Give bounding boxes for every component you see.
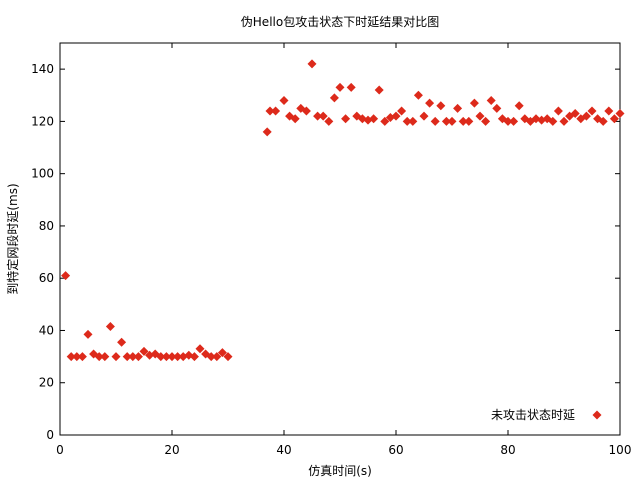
data-point [156, 352, 166, 362]
data-point [195, 344, 205, 354]
data-point [604, 106, 614, 116]
data-point [413, 90, 423, 100]
x-tick-label: 40 [276, 443, 291, 457]
data-point [397, 106, 407, 116]
data-point [111, 352, 121, 362]
data-point [117, 337, 127, 347]
y-axis: 0 20 40 60 80 100 120 140 [31, 62, 620, 442]
legend-label: 未攻击状态时延 [491, 408, 575, 422]
y-tick-label: 80 [39, 219, 54, 233]
data-point [509, 116, 519, 126]
data-point [402, 116, 412, 126]
x-tick-label: 0 [56, 443, 64, 457]
data-point [100, 352, 110, 362]
y-tick-label: 0 [46, 428, 54, 442]
plot-frame [59, 42, 621, 436]
x-axis: 0 20 40 60 80 100 [56, 43, 631, 457]
data-point [94, 352, 104, 362]
data-point [77, 352, 87, 362]
data-point [262, 127, 272, 137]
y-tick-label: 20 [39, 376, 54, 390]
data-point [313, 111, 323, 121]
data-point [587, 106, 597, 116]
y-tick-label: 120 [31, 114, 54, 128]
y-tick-label: 100 [31, 167, 54, 181]
data-point [128, 352, 138, 362]
data-point [458, 116, 468, 126]
data-point [391, 111, 401, 121]
data-point [133, 352, 143, 362]
x-tick-label: 20 [164, 443, 179, 457]
data-point [217, 348, 227, 358]
data-point [167, 352, 177, 362]
data-points [61, 59, 625, 362]
data-point [369, 114, 379, 124]
data-point [66, 352, 76, 362]
data-point [173, 352, 183, 362]
data-point [318, 111, 328, 121]
data-point [374, 85, 384, 95]
data-point [189, 352, 199, 362]
data-point [346, 82, 356, 92]
data-point [481, 116, 491, 126]
data-point [265, 106, 275, 116]
data-point [290, 114, 300, 124]
legend-marker [592, 410, 602, 420]
data-point [464, 116, 474, 126]
data-point [223, 352, 233, 362]
data-point [436, 101, 446, 111]
data-point [341, 114, 351, 124]
data-point [324, 116, 334, 126]
data-point [271, 106, 281, 116]
data-point [329, 93, 339, 103]
data-point [425, 98, 435, 108]
data-point [609, 114, 619, 124]
data-point [122, 352, 132, 362]
data-point [553, 106, 563, 116]
data-point [447, 116, 457, 126]
data-point [206, 352, 216, 362]
data-point [441, 116, 451, 126]
data-point [105, 322, 115, 332]
chart-title: 伪Hello包攻击状态下时延结果对比图 [241, 15, 439, 29]
data-point [307, 59, 317, 69]
data-point [570, 109, 580, 119]
x-tick-label: 80 [500, 443, 515, 457]
data-point [279, 95, 289, 105]
data-point [453, 103, 463, 113]
data-point [335, 82, 345, 92]
data-point [469, 98, 479, 108]
plot-border [59, 42, 621, 436]
data-point [475, 111, 485, 121]
data-point [598, 116, 608, 126]
data-point [548, 116, 558, 126]
data-point [419, 111, 429, 121]
data-point [83, 329, 93, 339]
x-axis-label: 仿真时间(s) [308, 464, 372, 478]
data-point [301, 106, 311, 116]
data-point [486, 95, 496, 105]
data-point [212, 352, 222, 362]
data-point [380, 116, 390, 126]
data-point [581, 111, 591, 121]
legend: 未攻击状态时延 [491, 408, 602, 422]
y-tick-label: 140 [31, 62, 54, 76]
y-tick-label: 60 [39, 271, 54, 285]
data-point [503, 116, 513, 126]
data-point [492, 103, 502, 113]
data-point [430, 116, 440, 126]
data-point [161, 352, 171, 362]
data-point [72, 352, 82, 362]
data-point [139, 346, 149, 356]
x-tick-label: 60 [388, 443, 403, 457]
data-point [615, 109, 625, 119]
data-point [514, 101, 524, 111]
y-axis-label: 到特定网段时延(ms) [5, 183, 20, 294]
data-point [559, 116, 569, 126]
x-tick-label: 100 [609, 443, 632, 457]
data-point [61, 271, 71, 281]
y-tick-label: 40 [39, 323, 54, 337]
data-point [408, 116, 418, 126]
